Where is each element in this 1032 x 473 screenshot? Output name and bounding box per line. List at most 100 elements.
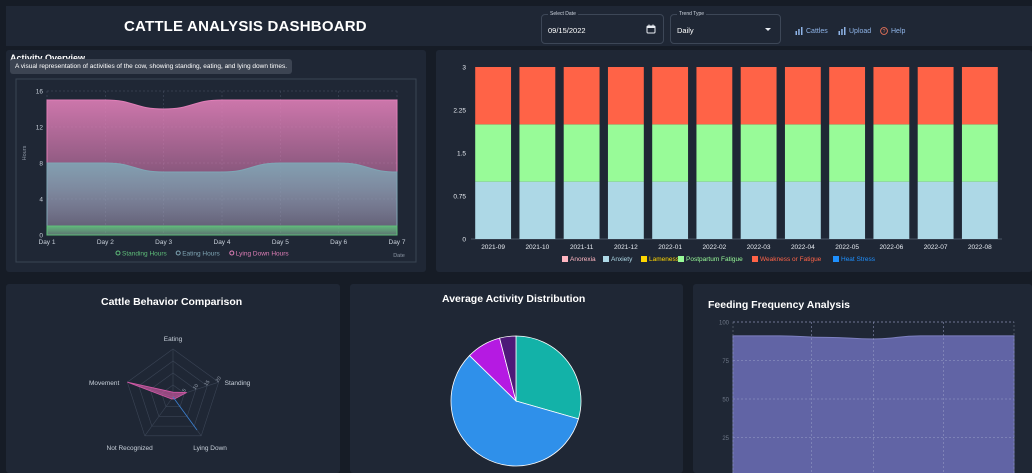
bar-postpartum-fatigue xyxy=(607,124,644,182)
x-tick-label: 2021-09 xyxy=(481,244,505,251)
x-tick-label: Day 7 xyxy=(389,239,406,246)
bar-anxiety xyxy=(652,181,689,239)
y-tick-label: 50 xyxy=(722,398,729,404)
bar-weakness-or-fatigue xyxy=(519,67,556,125)
bar-postpartum-fatigue xyxy=(829,124,866,182)
bar-postpartum-fatigue xyxy=(740,124,777,182)
nav-help-button[interactable]: ? Help xyxy=(880,27,905,35)
radar-series-area xyxy=(127,381,187,400)
bar-anxiety xyxy=(784,181,821,239)
bar-postpartum-fatigue xyxy=(873,124,910,182)
bar-weakness-or-fatigue xyxy=(917,67,954,125)
x-tick-label: 2022-07 xyxy=(924,244,948,251)
bar-weakness-or-fatigue xyxy=(475,67,512,125)
x-tick-label: 2022-08 xyxy=(968,244,992,251)
x-tick-label: 2022-01 xyxy=(658,244,682,251)
behavior-radar-chart: 5 10 15 20 Eating Standing Lying Down Not Recog… xyxy=(89,336,251,452)
radar-tick-label: 15 xyxy=(203,379,211,387)
radar-series-area xyxy=(172,396,198,431)
radar-tick-label: 20 xyxy=(215,375,223,383)
radar-axis-label: Eating xyxy=(164,336,183,343)
nav-upload-button[interactable]: Upload xyxy=(838,27,871,35)
bar-anxiety xyxy=(519,181,556,239)
y-tick-label: 16 xyxy=(36,89,44,96)
legend-label: Anorexia xyxy=(570,256,596,263)
bar-weakness-or-fatigue xyxy=(652,67,689,125)
y-tick-label: 3 xyxy=(462,65,466,72)
legend-label: Lameness xyxy=(649,256,680,263)
radar-axis-label: Lying Down xyxy=(193,445,227,452)
trend-type-value: Daily xyxy=(677,26,694,35)
legend-swatch xyxy=(678,256,684,262)
bar-weakness-or-fatigue xyxy=(829,67,866,125)
bar-weakness-or-fatigue xyxy=(696,67,733,125)
chevron-down-icon[interactable] xyxy=(763,24,773,34)
activity-overview-title: Activity Overview xyxy=(10,53,86,63)
legend-label: Eating Hours xyxy=(182,251,220,258)
area-eating-hours xyxy=(46,162,398,236)
pie-slice-lying-down xyxy=(450,355,579,467)
y-tick-label: 4 xyxy=(39,197,43,204)
bar-anxiety xyxy=(829,181,866,239)
x-tick-label: 2022-03 xyxy=(747,244,771,251)
bar-weakness-or-fatigue xyxy=(607,67,644,125)
activity-tooltip: A visual representation of activities of… xyxy=(10,59,293,74)
nav-cattles-label: Cattles xyxy=(806,27,828,35)
legend-label: Heat Stress xyxy=(841,256,876,263)
legend-swatch xyxy=(641,256,647,262)
activity-distribution-title: Average Activity Distribution xyxy=(442,293,586,305)
radar-axis-label: Movement xyxy=(89,380,120,387)
legend-label: Weakness or Fatigue xyxy=(760,256,822,263)
y-tick-label: 0 xyxy=(462,237,466,244)
legend-swatch xyxy=(603,256,609,262)
bar-postpartum-fatigue xyxy=(563,124,600,182)
legend-swatch xyxy=(833,256,839,262)
legend-label: Standing Hours xyxy=(122,251,168,258)
x-tick-label: Day 3 xyxy=(155,239,172,246)
radar-tick-label: 10 xyxy=(192,383,200,391)
bar-anxiety xyxy=(696,181,733,239)
y-tick-label: 8 xyxy=(39,161,43,168)
behavior-comparison-title: Cattle Behavior Comparison xyxy=(101,296,243,308)
y-tick-label: 100 xyxy=(719,321,730,327)
bar-postpartum-fatigue xyxy=(696,124,733,182)
legend-swatch xyxy=(752,256,758,262)
x-tick-label: 2021-12 xyxy=(614,244,638,251)
radar-axis-label: Not Recognized xyxy=(107,445,154,452)
pie-slice-eating xyxy=(515,335,582,420)
y-axis-label: Hours xyxy=(22,145,28,160)
legend-marker xyxy=(115,250,121,256)
y-tick-label: 25 xyxy=(722,436,729,442)
y-tick-label: 1.5 xyxy=(457,151,466,158)
bar-anxiety xyxy=(475,181,512,239)
bar-anxiety xyxy=(607,181,644,239)
feeding-area xyxy=(732,335,1015,473)
x-tick-label: 2021-10 xyxy=(525,244,549,251)
x-tick-label: 2022-04 xyxy=(791,244,815,251)
x-tick-label: 2022-06 xyxy=(879,244,903,251)
date-picker[interactable]: Select Date 09/15/2022 xyxy=(541,11,664,44)
legend-marker xyxy=(175,250,181,256)
nav-cattles-button[interactable]: Cattles xyxy=(795,27,828,35)
legend-label: Lying Down Hours xyxy=(236,251,290,258)
bar-chart-icon xyxy=(795,27,803,35)
y-tick-label: 0 xyxy=(39,233,43,240)
radar-grid-ring xyxy=(149,372,197,417)
bar-chart-icon xyxy=(838,27,846,35)
svg-text:?: ? xyxy=(883,29,886,35)
bar-weakness-or-fatigue xyxy=(873,67,910,125)
feeding-frequency-title: Feeding Frequency Analysis xyxy=(708,299,850,311)
trend-type-select[interactable]: Trend Type Daily xyxy=(670,11,781,44)
bar-postpartum-fatigue xyxy=(652,124,689,182)
y-tick-label: 75 xyxy=(722,359,729,365)
trend-type-label: Trend Type xyxy=(677,11,707,17)
activity-pie-chart xyxy=(450,335,582,467)
calendar-icon[interactable] xyxy=(646,24,656,34)
radar-axis-label: Standing xyxy=(225,380,251,387)
bar-anxiety xyxy=(917,181,954,239)
y-tick-label: 12 xyxy=(36,125,44,132)
help-circle-icon: ? xyxy=(880,27,888,35)
x-axis-label: Date xyxy=(393,253,405,259)
y-tick-label: 2.25 xyxy=(453,108,466,115)
pie-slice-movement xyxy=(499,335,517,402)
